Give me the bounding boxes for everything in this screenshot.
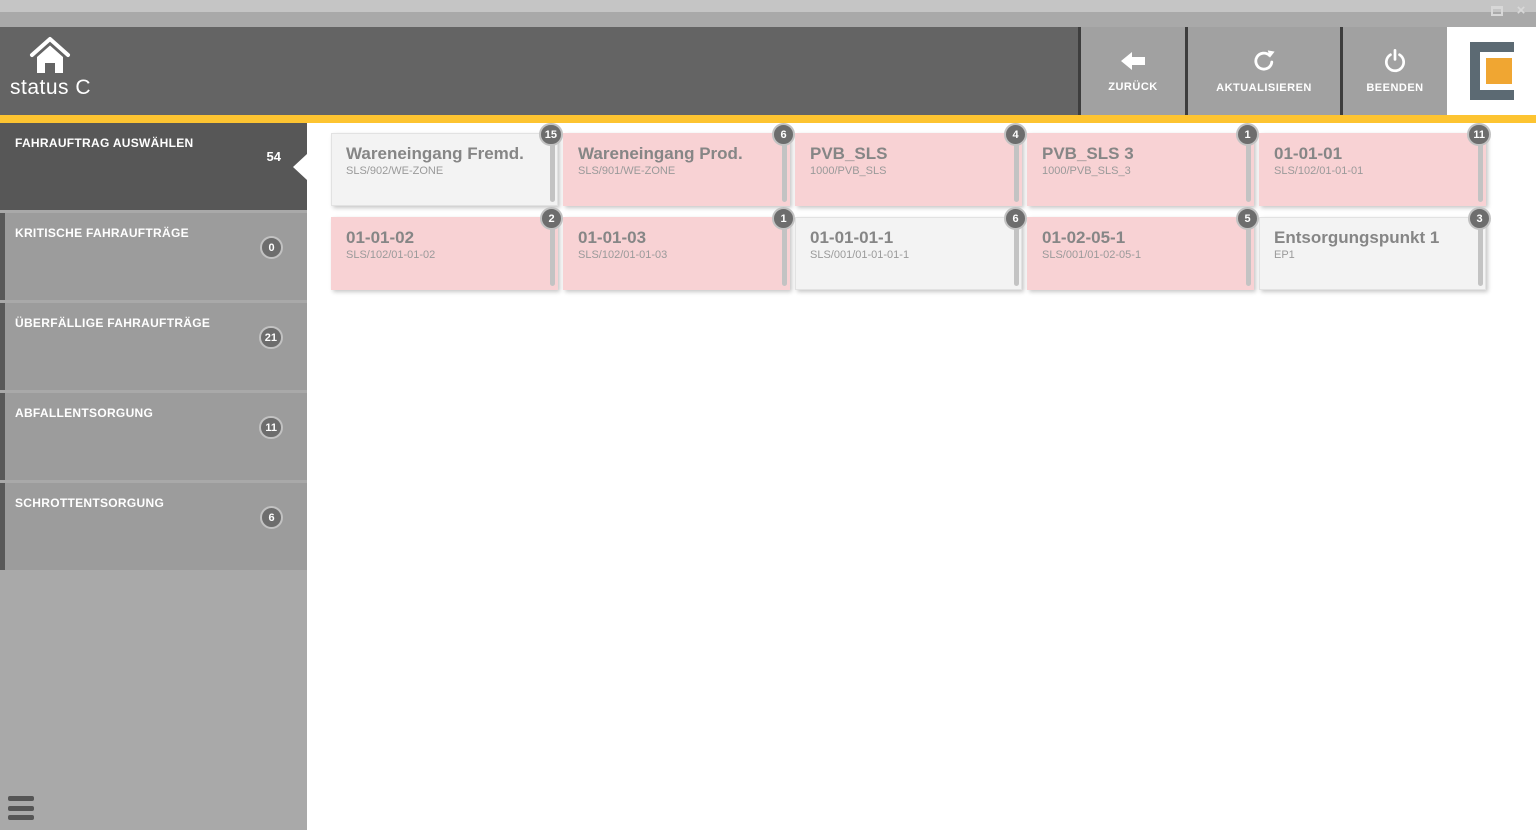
accent-bar xyxy=(0,115,1536,123)
sidebar-item-label: ABFALLENTSORGUNG xyxy=(15,406,154,420)
tile-scrollbar[interactable] xyxy=(1478,227,1483,286)
tile-scrollbar[interactable] xyxy=(782,227,787,286)
header-buttons: ZURÜCK AKTUALISIEREN BEENDEN xyxy=(1078,27,1447,115)
close-icon: × xyxy=(1516,2,1526,19)
back-button[interactable]: ZURÜCK xyxy=(1081,27,1185,115)
tile-subtitle: SLS/102/01-01-03 xyxy=(578,249,668,261)
tile-scrollbar[interactable] xyxy=(782,143,787,202)
refresh-icon xyxy=(1254,50,1275,71)
hamburger-icon xyxy=(8,796,34,801)
tile-subtitle: SLS/102/01-01-01 xyxy=(1274,165,1364,177)
back-button-label: ZURÜCK xyxy=(1108,81,1158,93)
sidebar-item-fahrauftrag-auswaehlen[interactable]: FAHRAUFTRAG AUSWÄHLEN 54 xyxy=(0,123,307,210)
sidebar-item-label: FAHRAUFTRAG AUSWÄHLEN xyxy=(15,136,194,150)
maximize-button[interactable] xyxy=(1488,3,1506,18)
tile-pvb-sls[interactable]: 4 PVB_SLS 1000/PVB_SLS xyxy=(795,123,1027,206)
refresh-button[interactable]: AKTUALISIEREN xyxy=(1188,27,1340,115)
sidebar-item-ueberfaellige-fahrauftraege[interactable]: ÜBERFÄLLIGE FAHRAUFTRÄGE 21 xyxy=(0,303,307,390)
count-badge: 0 xyxy=(260,236,283,259)
menu-button[interactable] xyxy=(8,796,36,820)
sidebar: FAHRAUFTRAG AUSWÄHLEN 54 KRITISCHE FAHRA… xyxy=(0,123,307,830)
tile-scrollbar[interactable] xyxy=(550,227,555,286)
sidebar-item-count: 54 xyxy=(266,149,281,164)
tile-01-01-01[interactable]: 11 01-01-01 SLS/102/01-01-01 xyxy=(1259,123,1491,206)
exit-button-label: BEENDEN xyxy=(1366,82,1424,94)
tile-title: 01-01-01 xyxy=(1274,144,1343,163)
sidebar-item-label: KRITISCHE FAHRAUFTRÄGE xyxy=(15,226,189,240)
titlebar: × xyxy=(0,0,1536,27)
tile-entsorgungspunkt-1[interactable]: 3 Entsorgungspunkt 1 EP1 xyxy=(1259,207,1491,290)
close-button[interactable]: × xyxy=(1512,3,1530,18)
tile-title: Entsorgungspunkt 1 xyxy=(1274,228,1440,247)
tile-title: PVB_SLS xyxy=(810,144,888,163)
tile-title: 01-01-03 xyxy=(578,228,647,247)
main-content: 15 Wareneingang Fremd. SLS/902/WE-ZONE 6… xyxy=(307,123,1536,834)
tile-count-badge: 1 xyxy=(1236,123,1259,146)
tile-subtitle: SLS/102/01-01-02 xyxy=(346,249,436,261)
logo-box xyxy=(1447,27,1536,115)
tile-01-01-02[interactable]: 2 01-01-02 SLS/102/01-01-02 xyxy=(331,207,563,290)
tile-scrollbar[interactable] xyxy=(1246,143,1251,202)
count-badge: 11 xyxy=(259,416,283,439)
tile-title: Wareneingang Fremd. xyxy=(346,144,524,163)
tile-count-badge: 6 xyxy=(772,123,795,146)
tile-count-badge: 15 xyxy=(538,123,563,146)
tile-subtitle: SLS/001/01-01-01-1 xyxy=(810,249,910,261)
tile-title: PVB_SLS 3 xyxy=(1042,144,1134,163)
tile-subtitle: EP1 xyxy=(1274,249,1295,261)
tile-count-badge: 2 xyxy=(540,207,563,230)
tile-count-badge: 11 xyxy=(1467,123,1491,146)
tile-count-badge: 4 xyxy=(1004,123,1027,146)
tile-title: 01-02-05-1 xyxy=(1042,228,1126,247)
tile-scrollbar[interactable] xyxy=(1478,143,1483,202)
window-controls: × xyxy=(1488,3,1530,18)
tile-count-badge: 5 xyxy=(1236,207,1259,230)
tile-grid: 15 Wareneingang Fremd. SLS/902/WE-ZONE 6… xyxy=(331,123,1501,301)
tile-subtitle: SLS/902/WE-ZONE xyxy=(346,165,444,177)
tile-title: Wareneingang Prod. xyxy=(578,144,743,163)
titlebar-top-strip xyxy=(0,0,1536,12)
tile-title: 01-01-02 xyxy=(346,228,415,247)
header: status C ZURÜCK AKTUALISIEREN xyxy=(0,27,1536,115)
count-badge: 21 xyxy=(258,326,283,349)
power-icon xyxy=(1385,49,1405,73)
sidebar-item-label: ÜBERFÄLLIGE FAHRAUFTRÄGE xyxy=(15,316,211,330)
count-badge: 6 xyxy=(260,506,283,529)
tile-scrollbar[interactable] xyxy=(550,143,555,202)
sidebar-item-abfallentsorgung[interactable]: ABFALLENTSORGUNG 11 xyxy=(0,393,307,480)
tile-scrollbar[interactable] xyxy=(1014,143,1019,202)
tile-subtitle: SLS/901/WE-ZONE xyxy=(578,165,676,177)
tile-pvb-sls-3[interactable]: 1 PVB_SLS 3 1000/PVB_SLS_3 xyxy=(1027,123,1259,206)
maximize-icon xyxy=(1491,5,1503,16)
tile-wareneingang-prod[interactable]: 6 Wareneingang Prod. SLS/901/WE-ZONE xyxy=(563,123,795,206)
company-logo-icon xyxy=(1469,42,1514,100)
back-arrow-icon xyxy=(1121,52,1145,70)
tile-01-01-03[interactable]: 1 01-01-03 SLS/102/01-01-03 xyxy=(563,207,795,290)
exit-button[interactable]: BEENDEN xyxy=(1343,27,1447,115)
tile-01-02-05-1[interactable]: 5 01-02-05-1 SLS/001/01-02-05-1 xyxy=(1027,207,1259,290)
sidebar-item-schrottentsorgung[interactable]: SCHROTTENTSORGUNG 6 xyxy=(0,483,307,570)
tile-count-badge: 3 xyxy=(1468,207,1491,230)
tile-subtitle: 1000/PVB_SLS_3 xyxy=(1042,165,1131,177)
tile-scrollbar[interactable] xyxy=(1246,227,1251,286)
sidebar-item-kritische-fahrauftraege[interactable]: KRITISCHE FAHRAUFTRÄGE 0 xyxy=(0,213,307,300)
brand-title: status C xyxy=(10,76,92,99)
tile-subtitle: 1000/PVB_SLS xyxy=(810,165,887,177)
tile-wareneingang-fremd[interactable]: 15 Wareneingang Fremd. SLS/902/WE-ZONE xyxy=(331,123,563,206)
home-icon xyxy=(30,37,70,73)
tile-01-01-01-1[interactable]: 6 01-01-01-1 SLS/001/01-01-01-1 xyxy=(795,207,1027,290)
tile-count-badge: 1 xyxy=(772,207,795,230)
sidebar-item-label: SCHROTTENTSORGUNG xyxy=(15,496,165,510)
tile-title: 01-01-01-1 xyxy=(810,228,894,247)
refresh-button-label: AKTUALISIEREN xyxy=(1216,82,1312,94)
home-button[interactable]: status C xyxy=(10,35,130,109)
tile-count-badge: 6 xyxy=(1004,207,1027,230)
tile-scrollbar[interactable] xyxy=(1014,227,1019,286)
tile-subtitle: SLS/001/01-02-05-1 xyxy=(1042,249,1142,261)
